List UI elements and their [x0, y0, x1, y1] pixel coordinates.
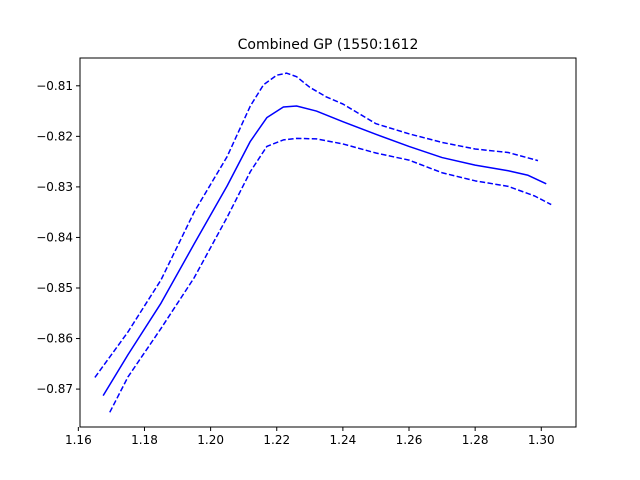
- x-tick-label: 1.20: [197, 433, 224, 447]
- y-tick-label: −0.83: [36, 180, 73, 194]
- x-tick-label: 1.16: [65, 433, 92, 447]
- x-tick-label: 1.18: [131, 433, 158, 447]
- series-layer: [94, 72, 552, 413]
- mean-solid-line: [102, 105, 547, 397]
- ticks-layer: 1.16 1.18 1.20 1.22 1.24 1.26 1.28 1.30 −0.87 −0.…: [36, 79, 554, 447]
- x-tick-label: 1.22: [263, 433, 290, 447]
- lower-bound-dashed-line: [109, 137, 552, 413]
- y-tick-label: −0.81: [36, 79, 73, 93]
- x-tick-label: 1.26: [396, 433, 423, 447]
- y-tick-label: −0.87: [36, 382, 73, 396]
- plot-frame: [79, 57, 577, 428]
- chart-title: Combined GP (1550:1612: [238, 37, 419, 53]
- x-tick-label: 1.24: [330, 433, 357, 447]
- x-tick-label: 1.28: [462, 433, 489, 447]
- y-tick-label: −0.86: [36, 332, 73, 346]
- upper-bound-dashed-line: [94, 72, 539, 378]
- x-tick-label: 1.30: [528, 433, 555, 447]
- y-tick-label: −0.85: [36, 281, 73, 295]
- y-tick-label: −0.82: [36, 129, 73, 143]
- y-tick-label: −0.84: [36, 230, 73, 244]
